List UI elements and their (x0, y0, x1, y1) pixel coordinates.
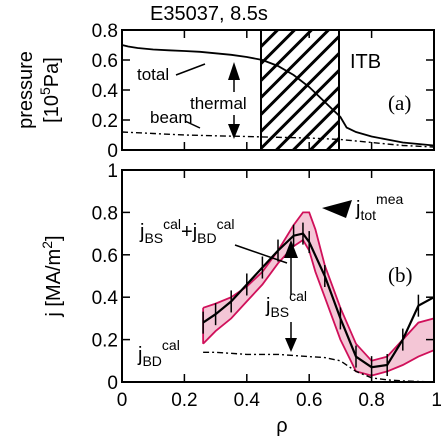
panel-b-xticks: 0 0.2 0.4 0.6 0.8 1 (117, 170, 442, 411)
bs-bd-leader (234, 244, 288, 264)
bs-bd-label: jBScal+jBDcal (139, 216, 235, 246)
xtick-b-label: 1 (431, 390, 442, 411)
ytick-a-label: 0 (107, 141, 118, 162)
bs-bd-sup2: cal (217, 216, 235, 232)
xtick-b-label: 0 (117, 390, 128, 411)
ylabel-b-sup: 2 (39, 241, 55, 249)
bs-j: j (265, 295, 270, 317)
bd-j: j (137, 344, 142, 366)
panel-a: 0 0.2 0.4 0.6 0.8 E35037, 8.5s ITB (a) total… (15, 3, 435, 162)
ytick-b-label: 0 (107, 373, 118, 394)
panel-a-label: (a) (388, 91, 411, 115)
beam-label: beam (150, 108, 193, 127)
ytick-b-label: 0.4 (92, 288, 119, 309)
bs-arrow-down-head (285, 338, 297, 352)
bd-sup: cal (162, 337, 180, 353)
ytick-b-label: 0.8 (92, 203, 118, 224)
series-total (121, 44, 435, 147)
ylabel-a-sup: 5 (37, 87, 53, 95)
beam-leader (184, 120, 201, 129)
panel-a-curves (121, 44, 435, 148)
panel-a-ylabel: pressure [105Pa] (15, 51, 63, 129)
ylabel-b-tail: ] (43, 235, 65, 241)
ytick-a-label: 0.4 (92, 81, 119, 102)
thermal-arrow-down-head (228, 124, 240, 139)
panel-b-yticks: 0 0.2 0.4 0.6 0.8 1 (92, 161, 434, 394)
ytick-b-label: 0.2 (92, 331, 118, 352)
panel-b-label: (b) (388, 263, 413, 287)
chart-title: E35037, 8.5s (150, 3, 268, 25)
bd-sub: BD (142, 353, 161, 369)
itb-label: ITB (350, 51, 381, 73)
xtick-b-label: 0.6 (296, 390, 322, 411)
series-beam (121, 131, 435, 148)
thermal-arrow-up-head (228, 62, 240, 80)
bs-bd-sub1: BS (144, 230, 163, 246)
panel-a-yticks: 0 0.2 0.4 0.6 0.8 (92, 21, 434, 162)
bs-bd-sup1: cal (163, 216, 181, 232)
series-j_BD_cal (203, 351, 435, 383)
ylabel-a-tail: Pa] (41, 57, 63, 87)
total-leader (175, 63, 206, 76)
panel-a-xticks (121, 30, 435, 150)
ytick-b-label: 0.6 (92, 246, 118, 267)
ylabel-a-pre: [10 (41, 95, 63, 123)
ytick-b-label: 1 (107, 161, 118, 182)
total-label: total (137, 65, 169, 84)
tot-j: j (355, 198, 360, 220)
panel-b-curves (202, 222, 435, 383)
ylabel-a-line2: [105Pa] (37, 57, 63, 123)
panel-b-ylabel: j [MA/m2] (39, 235, 65, 317)
ytick-a-label: 0.2 (92, 111, 118, 132)
bs-label: jBScal (265, 288, 307, 320)
thermal-label: thermal (190, 94, 247, 113)
tot-arrow-head (322, 200, 352, 218)
panel-b-frame (121, 169, 435, 383)
tot-sub: tot (360, 207, 376, 223)
ylabel-a-line1: pressure (15, 51, 37, 129)
bs-sub: BS (270, 304, 289, 320)
xtick-b-label: 0.4 (234, 390, 261, 411)
xtick-b-label: 0.8 (358, 390, 384, 411)
ytick-a-label: 0.8 (92, 21, 118, 42)
band-fill (203, 212, 434, 376)
bs-bd-j1: j (139, 221, 144, 243)
ylabel-b-pre: j [MA/m (43, 249, 65, 318)
tot-label: jtotmea (355, 191, 403, 223)
bs-bd-sub2: BD (197, 230, 216, 246)
panel-b-xlabel: ρ (276, 415, 287, 437)
xtick-b-label: 0.2 (171, 390, 197, 411)
bs-sup: cal (289, 288, 307, 304)
bd-label: jBDcal (137, 337, 180, 369)
tot-sup: mea (376, 191, 403, 207)
ytick-a-label: 0.6 (92, 51, 118, 72)
bs-arrow-up-head (284, 240, 298, 258)
panel-b: 00.20.40.60.81 0 0.2 0.4 0.6 0.8 1 (b) jBScal… (39, 161, 442, 437)
bs-bd-plus: +j (181, 221, 197, 243)
itb-region (260, 29, 340, 151)
band-lower-edge (202, 238, 435, 377)
